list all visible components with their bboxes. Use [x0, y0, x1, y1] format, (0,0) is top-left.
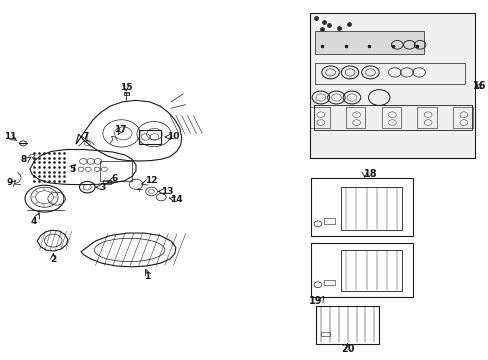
Text: 20: 20 [340, 344, 354, 354]
Text: 11: 11 [4, 132, 17, 141]
Text: 7: 7 [82, 132, 89, 141]
Text: 5: 5 [69, 165, 76, 174]
Text: 3: 3 [100, 183, 106, 192]
Bar [341, 250, 401, 291]
Bar [314, 63, 465, 84]
Bar [100, 161, 132, 181]
Text: 14: 14 [170, 195, 183, 204]
Text: 8: 8 [21, 155, 27, 164]
Text: 6: 6 [112, 174, 118, 183]
Bar [345, 107, 365, 128]
Bar [324, 218, 334, 224]
Text: 4: 4 [31, 217, 37, 226]
Text: 10: 10 [167, 132, 179, 141]
Text: 9: 9 [6, 178, 13, 187]
Bar [324, 280, 334, 285]
Text: 18: 18 [363, 168, 377, 179]
Bar [320, 332, 329, 336]
Bar [314, 31, 423, 54]
Bar [309, 107, 329, 128]
Text: 19: 19 [308, 296, 322, 306]
Bar [310, 243, 412, 297]
Bar [315, 306, 379, 344]
Text: 2: 2 [50, 255, 56, 264]
Text: 15: 15 [120, 83, 132, 92]
Bar [381, 107, 400, 128]
Text: 1: 1 [144, 272, 150, 281]
Bar [310, 178, 412, 235]
Bar [309, 13, 474, 158]
Bar [102, 180, 110, 184]
Text: 16: 16 [472, 81, 486, 91]
Bar [139, 130, 161, 144]
Text: 13: 13 [161, 187, 173, 196]
Text: 17: 17 [113, 125, 126, 134]
Text: 12: 12 [145, 176, 158, 185]
Bar [341, 187, 401, 230]
Bar [313, 105, 471, 130]
Bar [123, 92, 128, 95]
Bar [417, 107, 436, 128]
Bar [452, 107, 472, 128]
